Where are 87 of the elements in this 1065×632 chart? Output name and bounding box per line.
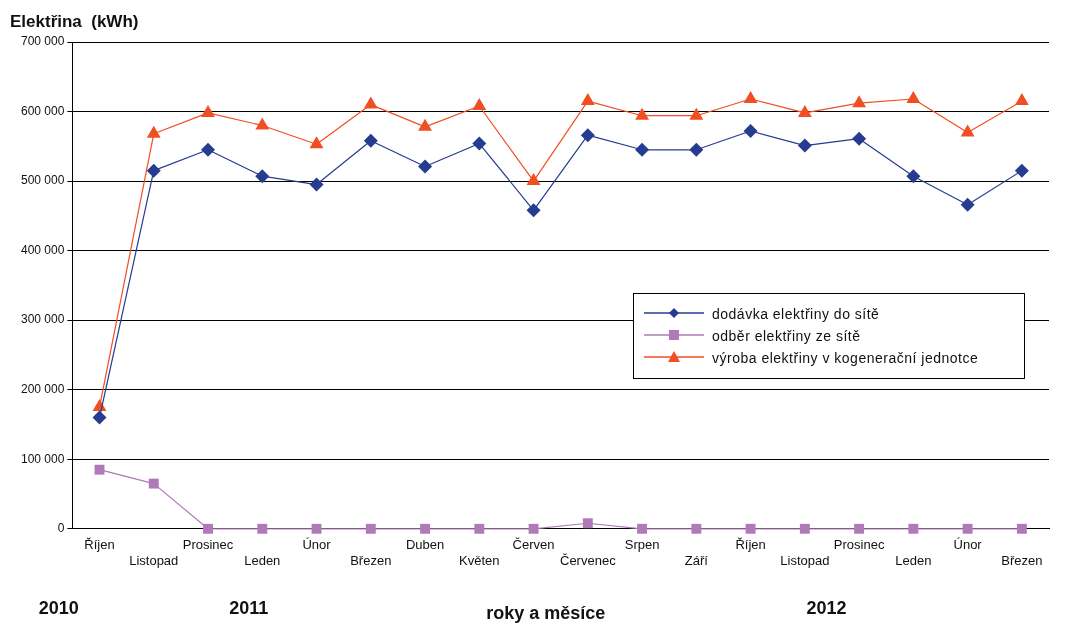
point bbox=[797, 138, 812, 153]
x-tick-label: Říjen bbox=[84, 537, 115, 553]
point bbox=[255, 169, 270, 184]
point bbox=[148, 478, 159, 489]
x-tick-label: Září bbox=[684, 552, 709, 568]
x-tick-label: Červenec bbox=[560, 552, 617, 568]
y-tick-label: 700 000 bbox=[20, 34, 65, 49]
point bbox=[203, 523, 213, 534]
point bbox=[582, 518, 593, 529]
point bbox=[637, 523, 648, 534]
point bbox=[418, 118, 432, 131]
point bbox=[854, 523, 865, 534]
y-axis-title: Elektřina (kWh) bbox=[10, 12, 139, 32]
point bbox=[689, 142, 704, 157]
point bbox=[580, 93, 595, 106]
point bbox=[146, 125, 161, 138]
point bbox=[906, 91, 921, 104]
y-tick-label: 500 000 bbox=[20, 173, 65, 188]
point bbox=[365, 523, 376, 534]
legend-label: odběr elektřiny ze sítě bbox=[712, 328, 861, 344]
point bbox=[474, 523, 485, 534]
point bbox=[418, 159, 433, 174]
y-tick-label: 100 000 bbox=[20, 451, 65, 466]
point bbox=[635, 142, 650, 157]
x-tick-label: Květen bbox=[459, 552, 500, 568]
y-tick-label: 200 000 bbox=[20, 382, 65, 397]
point bbox=[1016, 523, 1027, 534]
point bbox=[743, 124, 758, 139]
text: 2012 bbox=[806, 597, 847, 618]
point bbox=[852, 131, 867, 146]
y-tick-label: 600 000 bbox=[20, 103, 65, 118]
point bbox=[201, 142, 216, 157]
y-tick-label: 300 000 bbox=[20, 312, 65, 327]
point bbox=[635, 107, 649, 120]
legend-label: výroba elektřiny v kogenerační jednotce bbox=[712, 350, 979, 366]
point bbox=[745, 523, 756, 534]
x-tick-label: Srpen bbox=[624, 537, 660, 553]
point bbox=[363, 133, 378, 148]
point bbox=[92, 410, 107, 425]
x-tick-label: Únor bbox=[302, 537, 332, 553]
x-tick-label: Prosinec bbox=[182, 537, 234, 553]
x-tick-label: Listopad bbox=[129, 552, 179, 568]
point bbox=[906, 169, 921, 184]
point bbox=[311, 523, 322, 534]
x-tick-label: Březen bbox=[1001, 552, 1043, 568]
text: 2010 bbox=[38, 597, 79, 618]
point bbox=[472, 97, 487, 110]
point bbox=[526, 203, 541, 218]
point bbox=[309, 177, 324, 192]
point bbox=[852, 95, 867, 108]
y-tick-label: 400 000 bbox=[20, 242, 65, 257]
x-tick-label: Leden bbox=[244, 552, 281, 568]
point bbox=[472, 136, 487, 151]
point bbox=[1014, 163, 1029, 178]
point bbox=[94, 464, 105, 475]
point bbox=[962, 523, 973, 534]
point bbox=[363, 96, 378, 109]
point bbox=[799, 523, 810, 534]
point bbox=[201, 104, 215, 117]
text: 2011 bbox=[229, 597, 269, 618]
point bbox=[691, 523, 702, 534]
point bbox=[309, 136, 324, 149]
point bbox=[420, 523, 430, 534]
point bbox=[797, 104, 812, 117]
x-tick-label: Duben bbox=[405, 537, 445, 553]
x-tick-label: Červen bbox=[512, 537, 555, 553]
legend-label: dodávka elektřiny do sítě bbox=[712, 306, 880, 322]
point bbox=[526, 173, 541, 186]
point bbox=[1014, 93, 1029, 106]
point bbox=[528, 523, 539, 534]
x-tick-label: Leden bbox=[895, 552, 932, 568]
point bbox=[257, 523, 268, 534]
y-tick-label: 0 bbox=[57, 521, 65, 536]
point bbox=[960, 124, 975, 137]
x-tick-label: Únor bbox=[953, 537, 983, 553]
point bbox=[255, 117, 270, 130]
x-tick-label: Říjen bbox=[735, 537, 766, 553]
x-tick-label: Listopad bbox=[780, 552, 830, 568]
x-axis-title: roky a měsíce bbox=[486, 602, 606, 623]
point bbox=[743, 91, 758, 104]
point bbox=[146, 163, 161, 178]
x-tick-label: Březen bbox=[350, 552, 392, 568]
point bbox=[689, 107, 704, 120]
point bbox=[580, 128, 595, 143]
point bbox=[908, 523, 919, 534]
x-tick-label: Prosinec bbox=[833, 537, 885, 553]
point bbox=[960, 197, 975, 212]
